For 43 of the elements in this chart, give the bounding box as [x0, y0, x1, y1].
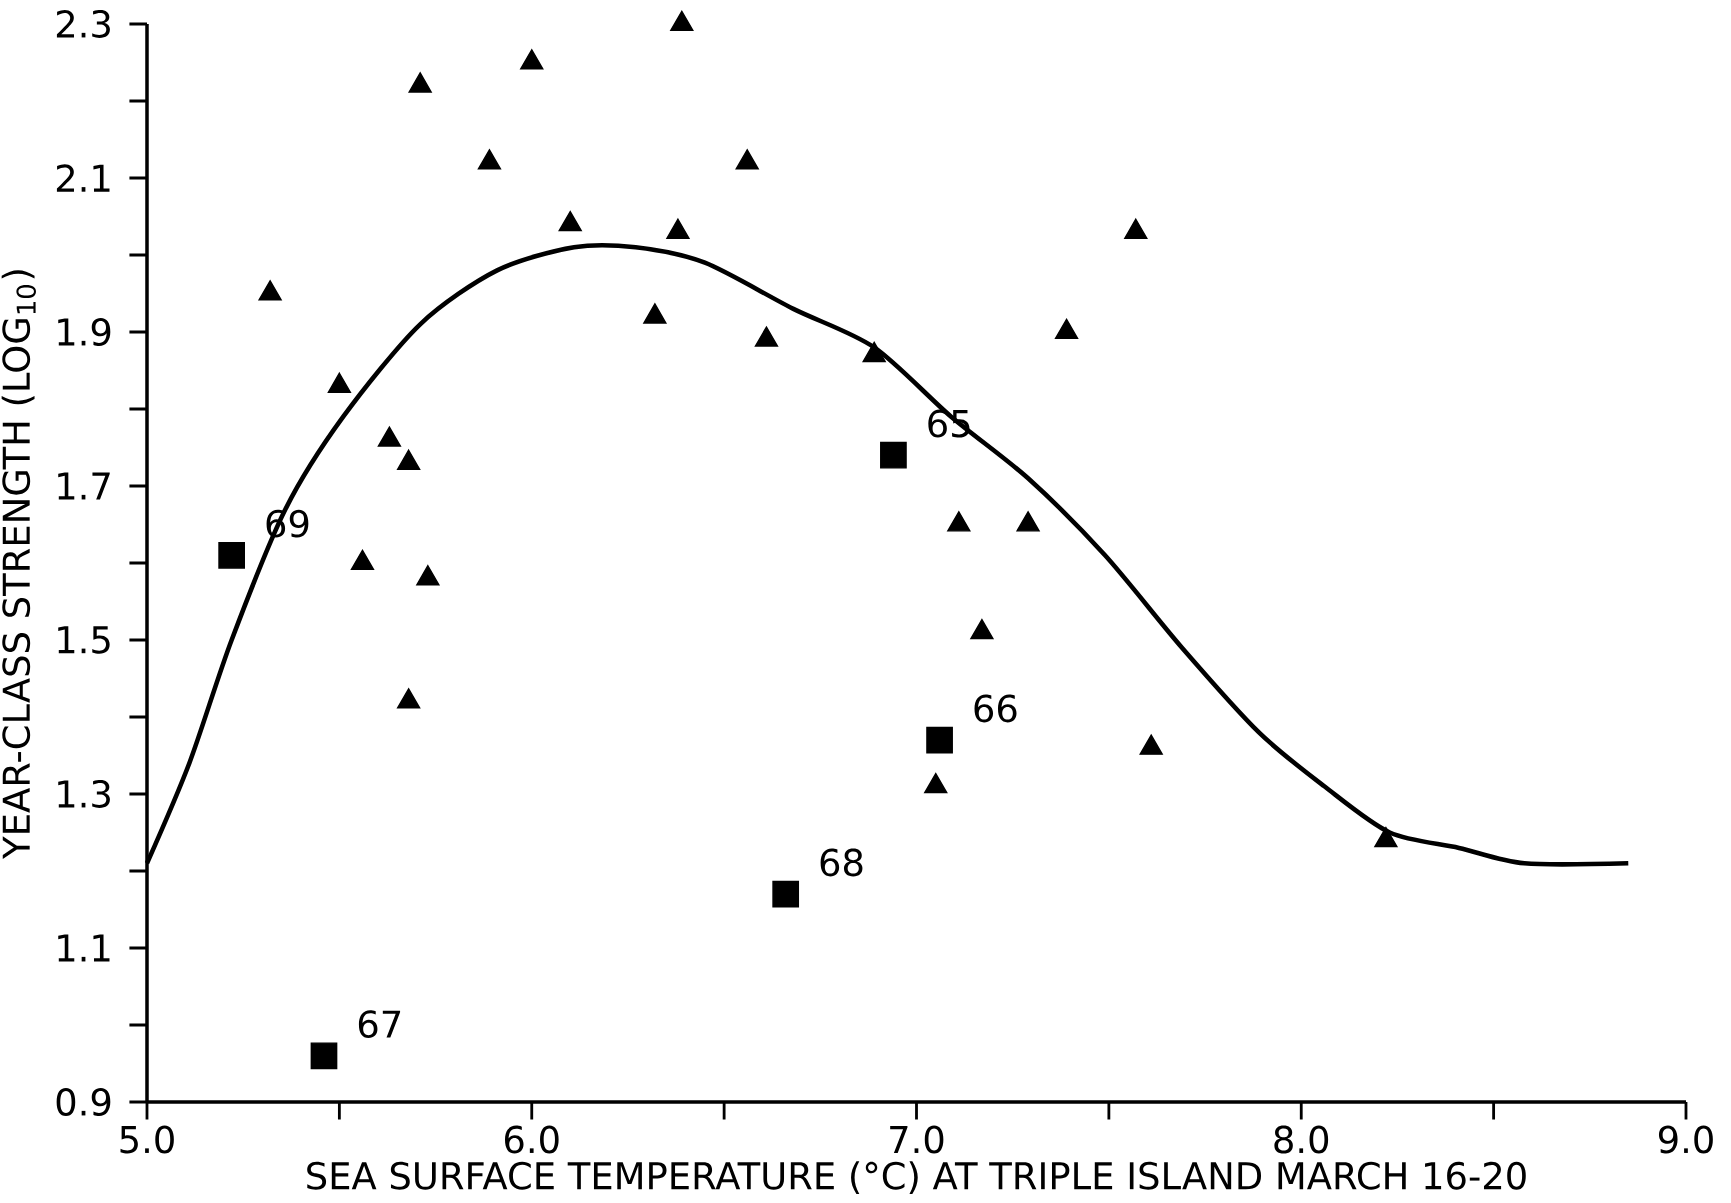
point	[1374, 826, 1398, 848]
point	[520, 49, 544, 70]
point	[408, 72, 432, 93]
x-tick-label: 9.0	[1658, 1125, 1713, 1154]
y-tick-label: 1.1	[58, 934, 110, 962]
point	[1016, 511, 1040, 532]
point	[396, 688, 421, 709]
point	[670, 10, 694, 32]
y-tick-label: 0.9	[56, 1088, 111, 1116]
point	[735, 149, 759, 170]
point	[666, 218, 690, 239]
point	[396, 449, 421, 470]
point	[1124, 218, 1148, 239]
point	[477, 149, 502, 170]
point	[1054, 318, 1079, 340]
point	[862, 341, 886, 363]
x-tick-label: 6.0	[504, 1125, 559, 1154]
point	[416, 565, 440, 586]
x-tick-label: 8.0	[1274, 1125, 1329, 1154]
y-tick-label: 1.7	[58, 472, 110, 500]
y-tick-label: 1.5	[58, 626, 110, 654]
point	[643, 303, 667, 324]
point	[947, 511, 971, 532]
point	[1139, 734, 1163, 755]
y-tick-label: 1.3	[58, 780, 110, 808]
y-tick-label: 1.9	[58, 318, 111, 346]
y-tick-label: 2.1	[56, 164, 110, 192]
y-tick-label: 2.3	[56, 10, 110, 38]
x-tick-label: 5.0	[120, 1125, 174, 1154]
point	[924, 772, 948, 794]
y-axis-title: YEAR-CLASS STRENGTH (LOG$_{10}$)	[1, 270, 36, 859]
annotation: 66	[974, 694, 1017, 723]
x-tick-label: 7.0	[890, 1125, 944, 1154]
point	[558, 210, 582, 232]
point	[327, 372, 352, 393]
annotation: 67	[358, 1010, 401, 1039]
point	[258, 280, 282, 301]
point	[377, 426, 402, 447]
x-axis-title: SEA SURFACE TEMPERATURE (°C) AT TRIPLE ISLAND MARCH 16-20	[307, 1161, 1526, 1195]
annotation: 68	[820, 848, 863, 877]
point	[970, 618, 994, 640]
point	[754, 326, 779, 347]
point	[350, 549, 375, 571]
